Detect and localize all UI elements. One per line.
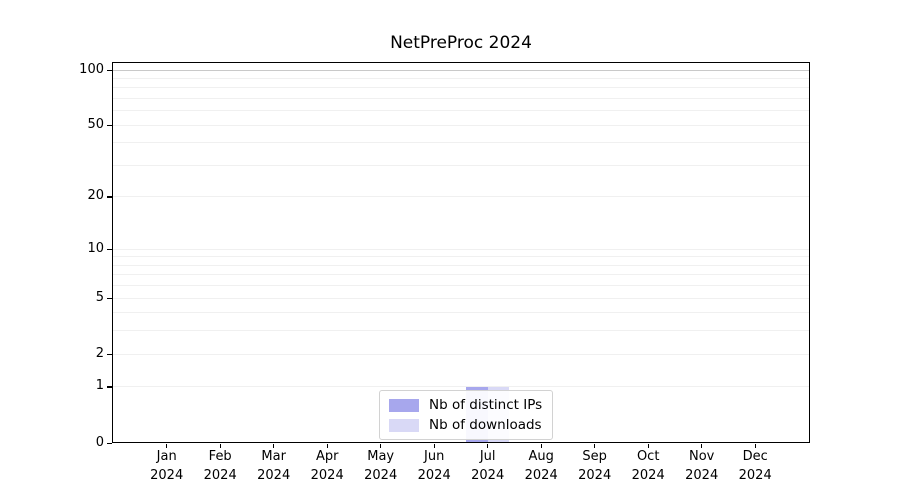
x-tick-month: Sep — [582, 449, 607, 464]
x-tick-mark — [701, 443, 703, 448]
chart-title: NetPreProc 2024 — [390, 33, 532, 53]
gridline — [113, 87, 809, 89]
gridline — [113, 142, 809, 144]
x-tick-month: Feb — [208, 449, 232, 464]
x-tick-mark — [647, 443, 649, 448]
y-tick-mark — [107, 442, 112, 444]
x-tick-month: Jun — [424, 449, 445, 464]
x-tick-month: Aug — [528, 449, 554, 464]
y-tick-mark — [107, 297, 112, 299]
y-tick-mark — [107, 248, 112, 250]
x-tick-mark — [433, 443, 435, 448]
x-tick-month: Apr — [315, 449, 339, 464]
legend-swatch — [389, 418, 419, 432]
legend-row: Nb of downloads — [389, 417, 542, 433]
gridline — [113, 248, 809, 250]
x-tick-label: Oct 2024 — [603, 448, 693, 485]
y-tick-mark — [107, 196, 112, 198]
gridline — [113, 312, 809, 314]
legend-label: Nb of downloads — [429, 417, 542, 433]
gridline — [113, 297, 809, 299]
legend-label: Nb of distinct IPs — [429, 397, 543, 413]
y-tick-label: 0 — [95, 434, 104, 450]
gridline — [113, 386, 809, 388]
x-tick-mark — [380, 443, 382, 448]
y-tick-label: 20 — [87, 188, 104, 204]
x-tick-month: Oct — [636, 449, 660, 464]
y-tick-mark — [107, 69, 112, 71]
x-tick-label: May 2024 — [336, 448, 426, 485]
x-tick-month: Dec — [742, 449, 768, 464]
x-tick-label: Apr 2024 — [282, 448, 372, 485]
x-tick-label: Feb 2024 — [175, 448, 265, 485]
y-tick-mark — [107, 386, 112, 388]
gridline — [113, 330, 809, 332]
x-tick-label: Dec 2024 — [710, 448, 800, 485]
x-tick-mark — [594, 443, 596, 448]
legend-row: Nb of distinct IPs — [389, 397, 542, 413]
y-tick-label: 2 — [95, 345, 104, 361]
x-tick-month: Mar — [261, 449, 286, 464]
x-tick-year: 2024 — [578, 467, 612, 483]
x-tick-year: 2024 — [738, 467, 772, 483]
y-tick-label: 100 — [79, 61, 104, 77]
y-tick-label: 10 — [87, 240, 104, 256]
x-tick-mark — [166, 443, 168, 448]
legend: Nb of distinct IPs Nb of downloads — [379, 390, 554, 440]
gridline — [113, 256, 809, 258]
x-tick-month: Jul — [479, 449, 496, 464]
x-tick-mark — [540, 443, 542, 448]
x-tick-label: Nov 2024 — [657, 448, 747, 485]
gridline — [113, 196, 809, 198]
gridline — [113, 264, 809, 266]
y-tick-label: 1 — [95, 378, 104, 394]
y-tick-mark — [107, 353, 112, 355]
x-tick-label: Sep 2024 — [550, 448, 640, 485]
x-tick-label: Jun 2024 — [389, 448, 479, 485]
x-tick-year: 2024 — [631, 467, 665, 483]
gridline — [113, 353, 809, 355]
x-tick-year: 2024 — [417, 467, 451, 483]
gridline — [113, 274, 809, 276]
x-tick-year: 2024 — [524, 467, 558, 483]
x-tick-year: 2024 — [364, 467, 398, 483]
x-tick-month: May — [367, 449, 395, 464]
x-tick-month: Nov — [689, 449, 715, 464]
x-tick-year: 2024 — [150, 467, 184, 483]
y-tick-label: 5 — [95, 289, 104, 305]
y-tick-label: 50 — [87, 116, 104, 132]
x-tick-mark — [487, 443, 489, 448]
x-tick-mark — [326, 443, 328, 448]
x-tick-mark — [273, 443, 275, 448]
x-tick-label: Jan 2024 — [122, 448, 212, 485]
x-tick-year: 2024 — [685, 467, 719, 483]
gridline — [113, 164, 809, 166]
gridline — [113, 124, 809, 126]
x-tick-year: 2024 — [310, 467, 344, 483]
x-tick-year: 2024 — [203, 467, 237, 483]
y-tick-mark — [107, 124, 112, 126]
x-tick-year: 2024 — [471, 467, 505, 483]
gridline — [113, 110, 809, 112]
x-tick-label: Mar 2024 — [229, 448, 319, 485]
x-tick-label: Aug 2024 — [496, 448, 586, 485]
gridline — [113, 285, 809, 287]
x-tick-mark — [219, 443, 221, 448]
x-tick-year: 2024 — [257, 467, 291, 483]
x-tick-month: Jan — [156, 449, 177, 464]
gridline — [113, 69, 809, 71]
x-tick-mark — [754, 443, 756, 448]
gridline — [113, 77, 809, 79]
gridline — [113, 97, 809, 99]
legend-swatch — [389, 398, 419, 412]
x-tick-label: Jul 2024 — [443, 448, 533, 485]
